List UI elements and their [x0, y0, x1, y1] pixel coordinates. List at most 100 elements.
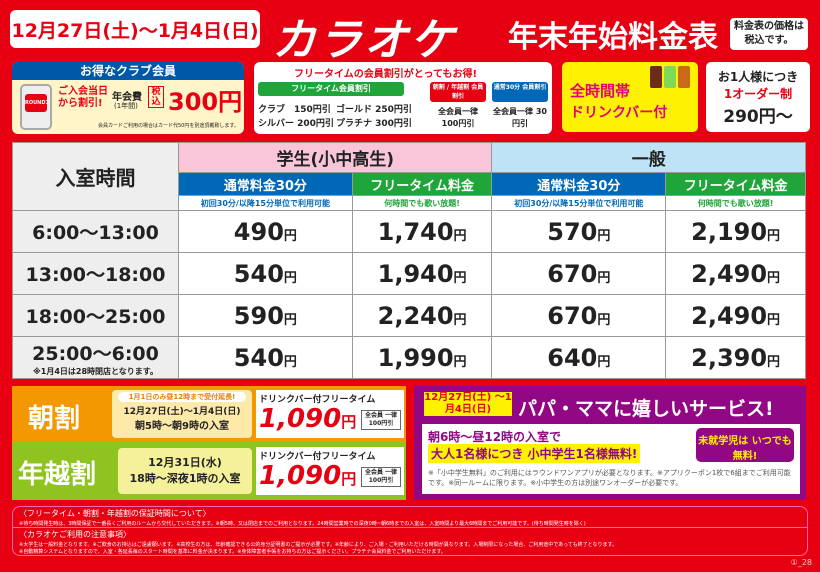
toshi-label: 年越割	[18, 460, 97, 490]
free-discount-heading: フリータイムの会員割引がとってもお得!	[294, 69, 478, 80]
price-table: 入室時間 学生(小中高生) 一般 通常料金30分 フリータイム料金 通常料金30…	[12, 142, 806, 379]
fee-label: 年会費	[112, 92, 142, 103]
papa-body: 朝6時～昼12時の入室で 大人1名様につき 小中学生1名様無料! 未就学児は い…	[422, 424, 800, 494]
price-cell: 640円	[491, 336, 667, 379]
price-cell: 670円	[491, 294, 667, 337]
toshi-price: 1,090	[259, 461, 342, 491]
time-slot: 18:00～25:00	[12, 294, 179, 337]
price-cell: 2,190円	[665, 210, 806, 253]
price-cell: 1,740円	[351, 210, 493, 253]
sub-note: 初回30分/以降15分単位で利用可能	[491, 195, 667, 211]
asa-label: 朝割	[28, 404, 81, 434]
price-cell: 1,990円	[351, 336, 493, 379]
general-header: 一般	[491, 142, 806, 173]
sub-header: 通常料金30分	[491, 172, 667, 196]
sub-header: フリータイム料金	[665, 172, 806, 196]
guarantee-text: ※待ち時間発生時は、3時間保証で一番長くご利用のルームから交代していただきます。…	[19, 521, 586, 527]
asa-wari-panel: 朝割 1月1日のみ昼12時まで受付延長! 12月27日(土)～1月4日(日) 朝…	[12, 386, 406, 442]
gold-discount: ゴールド 250円引	[336, 105, 412, 115]
yen: 円	[341, 413, 357, 431]
toshi-member-discount: 全会員 一律100円引	[361, 467, 401, 487]
join-discount: ご入会当日から割引!	[58, 86, 108, 109]
drink-glasses-icon	[650, 66, 696, 90]
price-value: 2,490	[691, 259, 768, 288]
price-value: 590	[233, 301, 284, 330]
yen: 円	[767, 270, 781, 286]
app-label: ROUND1	[25, 94, 47, 112]
price-value: 2,190	[691, 217, 768, 246]
toshi-date: 12月31日(水)	[148, 456, 222, 469]
price-value: 490	[233, 217, 284, 246]
price-cell: 540円	[178, 252, 353, 295]
price-cell: 540円	[178, 336, 353, 379]
asa-offer-label: ドリンクバー付フリータイム	[259, 395, 376, 405]
drink-bar-panel: 全時間帯 ドリンクバー付	[562, 62, 698, 132]
price-cell: 2,490円	[665, 294, 806, 337]
sub-note: 何時間でも歌い放題!	[351, 195, 493, 211]
asa-hours: 朝5時～朝9時の入室	[135, 421, 229, 432]
normal-discount-value: 全会員一律 30円引	[493, 107, 547, 128]
club-member-panel: お得なクラブ会員 ROUND1 ご入会当日から割引! 年会費 (1年間) 税込 …	[12, 62, 244, 134]
price-value: 540	[233, 259, 284, 288]
club-discount: クラブ 150円引	[258, 105, 331, 115]
sub-note: 何時間でも歌い放題!	[665, 195, 806, 211]
table-row: 25:00～6:00 ※1月4日は28時閉店となります。 540円 1,990円 640…	[12, 336, 806, 379]
free-discount-tag: フリータイム会員割引	[258, 82, 404, 96]
page-title: 年末年始料金表	[508, 20, 718, 55]
papa-mama-panel: 12月27日(土) ～1月4日(日) パパ・ママに嬉しいサービス! 朝6時～昼1…	[414, 386, 806, 500]
price-value: 540	[233, 343, 284, 372]
notes-panel: 〈フリータイム・朝割・年越割の保証時間について〉 ※待ち時間発生時は、3時間保証…	[12, 506, 808, 556]
toshi-hours: 18時～深夜1時の入室	[129, 472, 241, 485]
preschool-free: 未就学児は いつでも無料!	[696, 428, 794, 462]
price-value: 2,390	[691, 343, 768, 372]
price-value: 1,990	[377, 343, 454, 372]
yen: 円	[767, 312, 781, 328]
price-cell: 2,490円	[665, 252, 806, 295]
yen: 円	[453, 270, 467, 286]
papa-dates: 12月27日(土) ～1月4日(日)	[424, 392, 512, 416]
drink-line1: 全時間帯	[570, 82, 631, 100]
club-heading: お得なクラブ会員	[12, 62, 244, 80]
tax-note: 料金表の価格は税込です。	[730, 18, 808, 50]
toshikoshi-wari-panel: 年越割 12月31日(水) 18時～深夜1時の入室 ドリンクバー付フリータイム …	[12, 442, 406, 500]
time-slot: 6:00～13:00	[12, 210, 179, 253]
yen: 円	[597, 312, 611, 328]
sub-header: フリータイム料金	[351, 172, 493, 196]
asa-discount-tag: 朝割 / 年越割 会員割引	[430, 82, 486, 102]
caution-heading: 〈カラオケご利用の注意事項〉	[13, 527, 807, 541]
time-label: 18:00～25:00	[25, 306, 166, 328]
papa-title: パパ・ママに嬉しいサービス!	[518, 398, 774, 420]
fee-period: (1年間)	[114, 102, 138, 110]
asa-member-discount: 全会員 一律100円引	[361, 410, 401, 430]
one-order-panel: お1人様につき 1オーダー制 290円～	[706, 62, 810, 132]
yen: 円	[283, 228, 297, 244]
asa-dates: 12月27日(土)～1月4日(日)	[123, 407, 241, 417]
yen: 円	[597, 270, 611, 286]
yen: 円	[453, 228, 467, 244]
price-value: 2,240	[377, 301, 454, 330]
yen: 円	[283, 270, 297, 286]
time-note: ※1月4日は28時閉店となります。	[32, 366, 158, 376]
yen: 円	[453, 312, 467, 328]
table-row: 6:00～13:00 490円 1,740円 570円 2,190円	[12, 210, 806, 253]
toshi-details: 12月31日(水) 18時～深夜1時の入室	[118, 448, 252, 494]
price-cell: 490円	[178, 210, 353, 253]
price-value: 2,490	[691, 301, 768, 330]
price-value: 1,940	[377, 259, 454, 288]
caution-text-2: ※自動精算システムとなりますので、入室・各延長毎のスタート時間を基準に料金が決ま…	[19, 549, 446, 555]
yen: 円	[341, 470, 357, 488]
time-label: 6:00～13:00	[32, 222, 159, 244]
asa-offer: ドリンクバー付フリータイム 1,090円 全会員 一律100円引	[256, 390, 404, 438]
table-row: 13:00～18:00 540円 1,940円 670円 2,490円	[12, 252, 806, 295]
price-value: 670	[547, 301, 598, 330]
price-cell: 2,240円	[351, 294, 493, 337]
price-cell: 590円	[178, 294, 353, 337]
yen: 円	[767, 228, 781, 244]
papa-line1: 朝6時～昼12時の入室で	[428, 430, 562, 444]
asa-details: 1月1日のみ昼12時まで受付延長! 12月27日(土)～1月4日(日) 朝5時～…	[112, 390, 252, 438]
order-price: 290円～	[723, 107, 793, 127]
price-cell: 2,390円	[665, 336, 806, 379]
yen: 円	[283, 312, 297, 328]
yen: 円	[283, 354, 297, 370]
time-label: 25:00～6:00	[32, 342, 159, 365]
